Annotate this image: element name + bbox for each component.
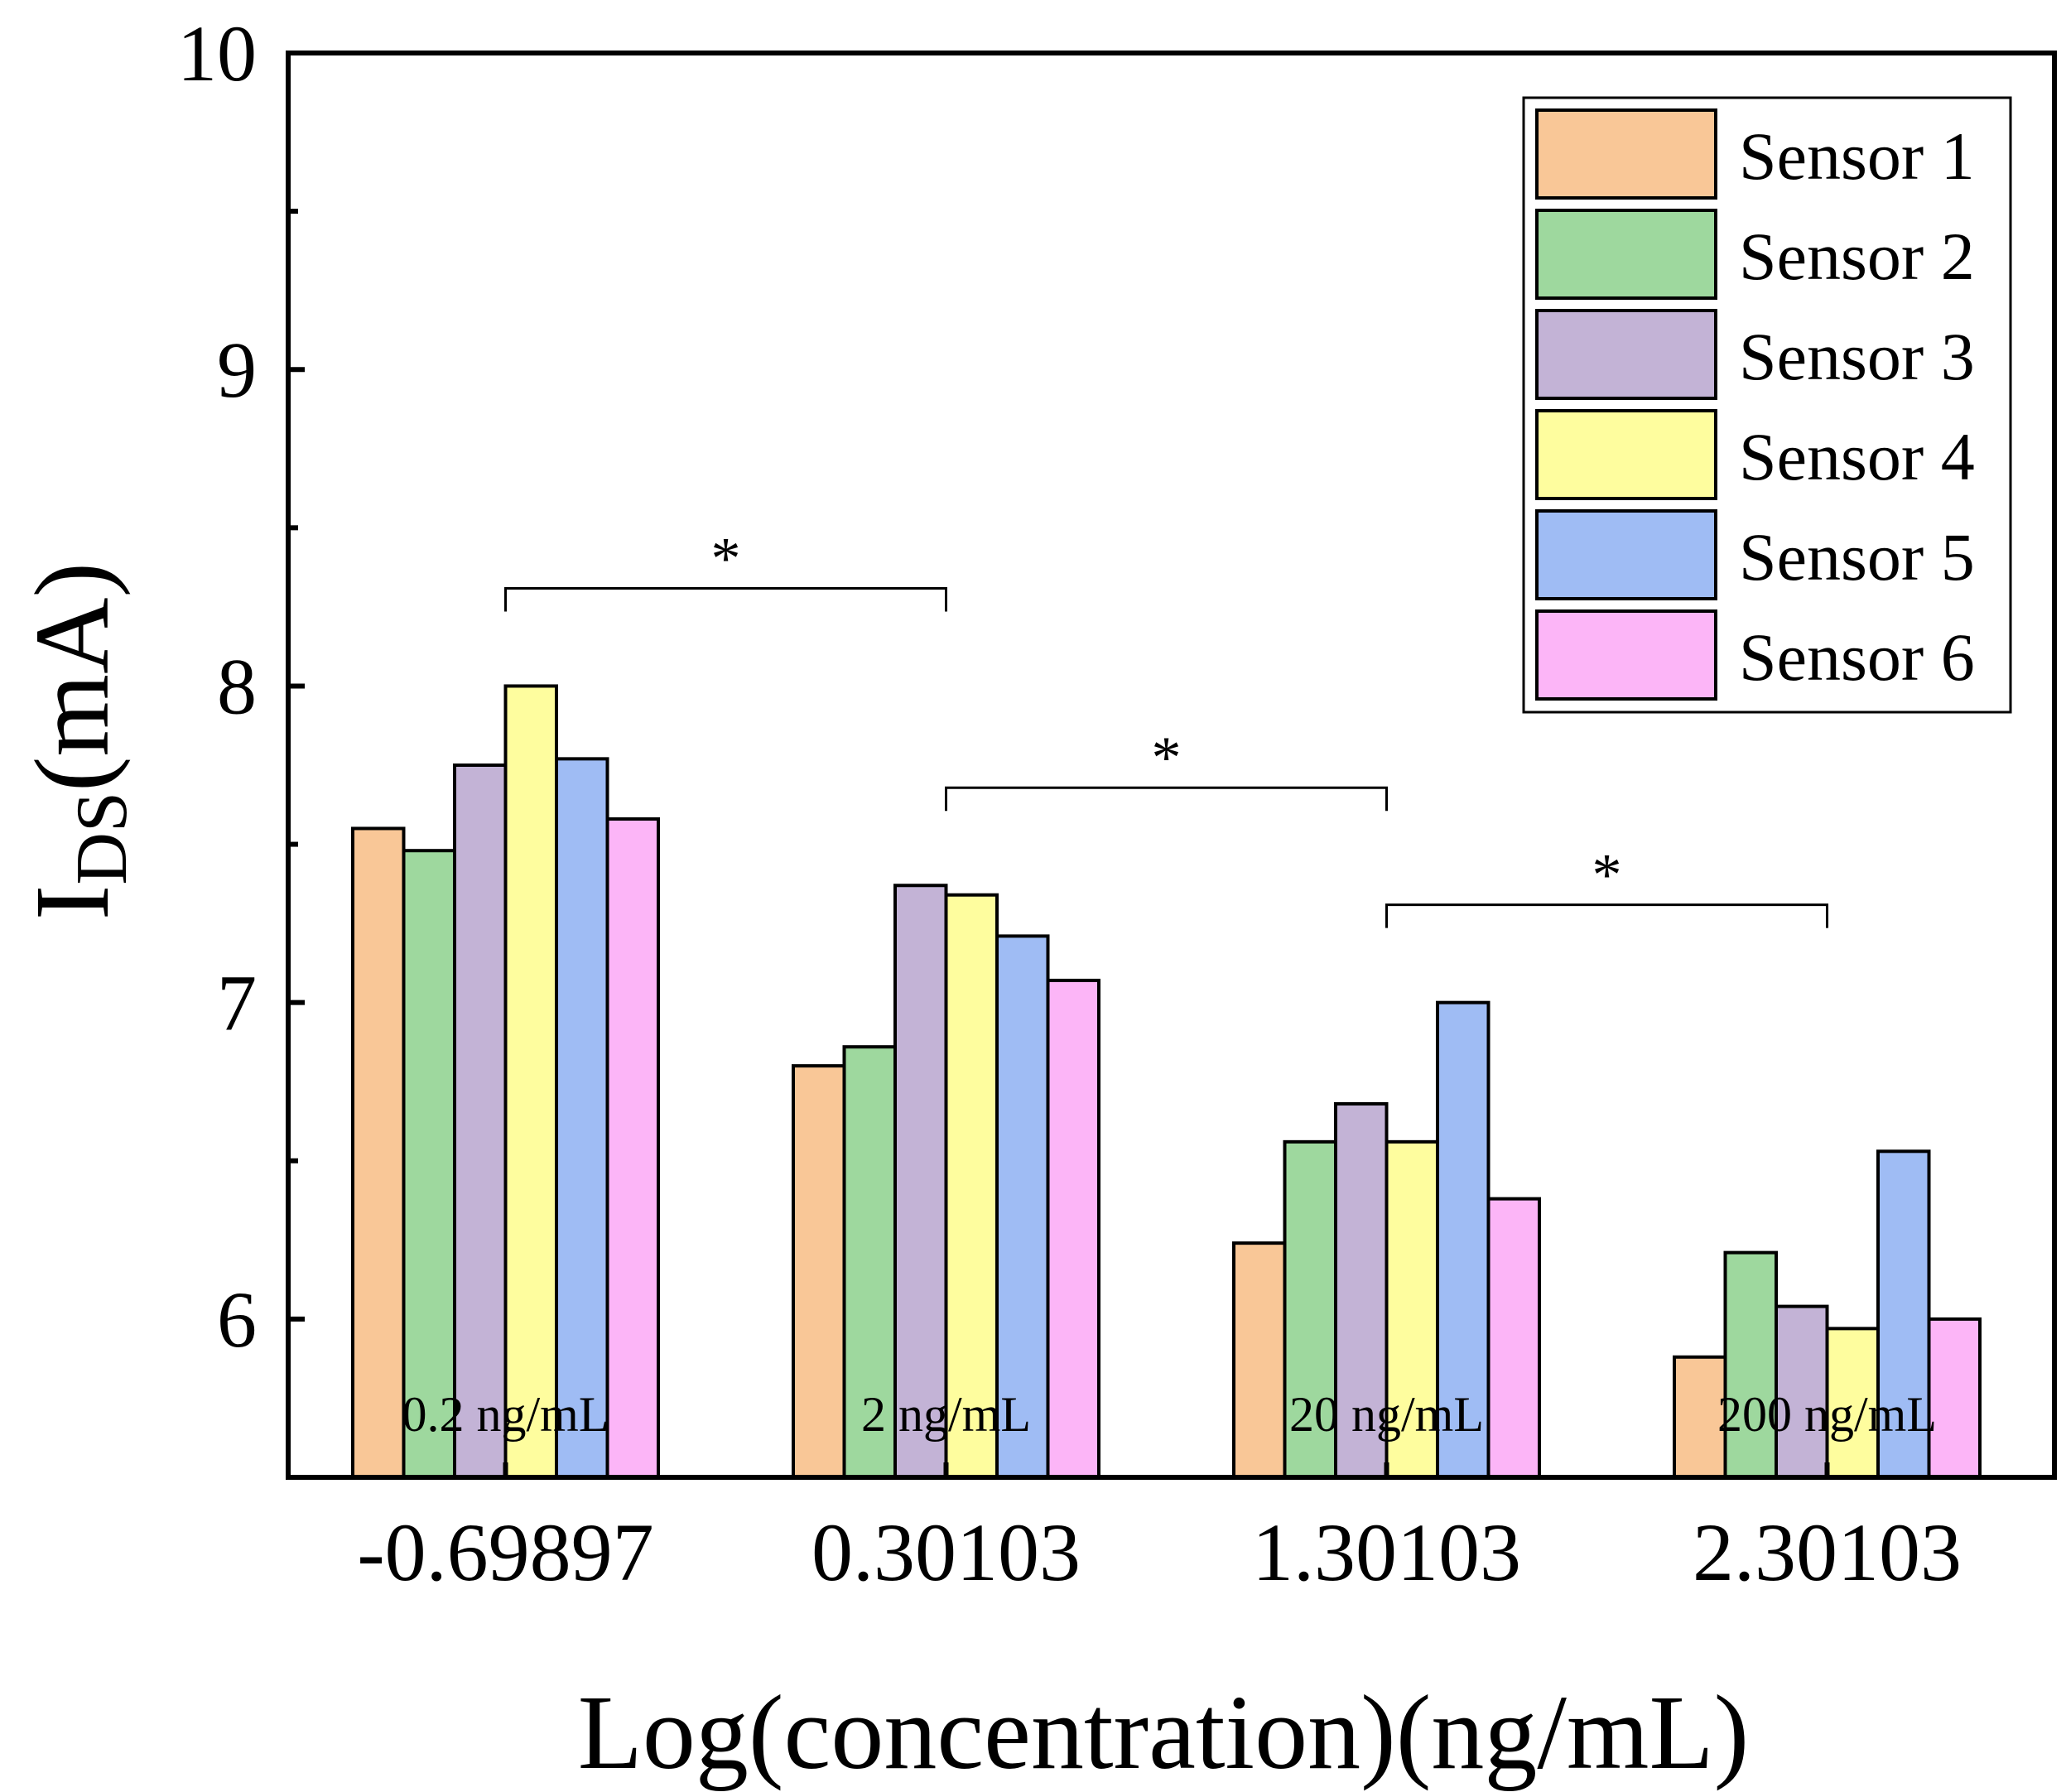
bar bbox=[453, 764, 508, 1479]
x-tick-label: 2.30103 bbox=[1693, 1506, 1962, 1598]
significance-star: * bbox=[1592, 842, 1622, 908]
bar bbox=[351, 826, 406, 1479]
y-axis-title-main: I bbox=[13, 885, 131, 921]
legend-label: Sensor 1 bbox=[1739, 118, 1975, 194]
legend-swatch bbox=[1535, 509, 1717, 600]
concentration-label: 20 ng/mL bbox=[1289, 1387, 1484, 1442]
bar bbox=[1876, 1149, 1931, 1480]
bar bbox=[503, 684, 558, 1479]
bars-layer bbox=[351, 684, 1982, 1480]
bar bbox=[1232, 1241, 1287, 1479]
significance-bracket: * bbox=[504, 525, 947, 612]
x-tick-label: -0.69897 bbox=[357, 1506, 653, 1598]
legend-swatch bbox=[1535, 409, 1717, 500]
legend-label: Sensor 2 bbox=[1739, 219, 1975, 294]
legend-swatch bbox=[1535, 309, 1717, 400]
concentration-label: 2 ng/mL bbox=[861, 1387, 1031, 1442]
bracket-line bbox=[945, 786, 1388, 812]
legend: Sensor 1 Sensor 2 Sensor 3 Sensor 4 Sensor 5… bbox=[1522, 96, 2012, 714]
legend-label: Sensor 4 bbox=[1739, 419, 1975, 494]
y-tick-label: 8 bbox=[217, 642, 257, 730]
y-tick-label: 6 bbox=[217, 1275, 257, 1364]
bar bbox=[555, 757, 609, 1479]
concentration-label: 200 ng/mL bbox=[1717, 1387, 1937, 1442]
y-tick-label: 7 bbox=[217, 959, 257, 1048]
significance-star: * bbox=[711, 525, 741, 591]
bar bbox=[1046, 978, 1100, 1479]
plot-area-frame bbox=[286, 51, 2057, 1480]
bar bbox=[995, 934, 1050, 1479]
legend-item: Sensor 1 bbox=[1535, 108, 1975, 200]
significance-star: * bbox=[1152, 725, 1182, 791]
bar bbox=[1385, 1139, 1439, 1480]
bracket-line bbox=[504, 586, 947, 612]
bar bbox=[1486, 1197, 1541, 1479]
bar bbox=[605, 817, 660, 1479]
legend-label: Sensor 6 bbox=[1739, 619, 1975, 695]
x-tick-label: 0.30103 bbox=[811, 1506, 1081, 1598]
x-tick-label: 1.30103 bbox=[1252, 1506, 1521, 1598]
y-tick-label: 9 bbox=[217, 325, 257, 414]
legend-item: Sensor 3 bbox=[1535, 309, 1975, 400]
legend-item: Sensor 4 bbox=[1535, 409, 1975, 500]
concentration-labels: 0.2 ng/mL 2 ng/mL 20 ng/mL 200 ng/mL bbox=[402, 1387, 1938, 1442]
bracket-line bbox=[1385, 903, 1828, 928]
significance-bracket: * bbox=[1385, 842, 1828, 928]
y-axis-title-unit: (mA) bbox=[13, 562, 131, 792]
y-axis-title: IDS(mA) bbox=[13, 562, 142, 920]
legend-swatch bbox=[1535, 609, 1717, 701]
significance-bracket: * bbox=[945, 725, 1388, 812]
legend-item: Sensor 6 bbox=[1535, 609, 1975, 701]
concentration-label: 0.2 ng/mL bbox=[402, 1387, 609, 1442]
legend-label: Sensor 3 bbox=[1739, 319, 1975, 394]
y-axis-title-subscript: DS bbox=[62, 792, 142, 885]
bar bbox=[402, 849, 456, 1479]
x-axis: -0.69897 0.30103 1.30103 2.30103 bbox=[357, 1462, 1962, 1598]
legend-label: Sensor 5 bbox=[1739, 519, 1975, 595]
bar bbox=[1775, 1304, 1829, 1479]
legend-swatch bbox=[1535, 108, 1717, 200]
bar bbox=[792, 1064, 846, 1479]
y-tick-label: 10 bbox=[177, 9, 257, 98]
significance-brackets: * * * bbox=[504, 525, 1828, 928]
legend-item: Sensor 2 bbox=[1535, 209, 1975, 300]
bar bbox=[1723, 1250, 1778, 1479]
y-axis: 6 7 8 9 10 bbox=[177, 9, 305, 1364]
x-axis-title: Log(concentration)(ng/mL) bbox=[578, 1674, 1750, 1791]
legend-item: Sensor 5 bbox=[1535, 509, 1975, 600]
legend-swatch bbox=[1535, 209, 1717, 300]
